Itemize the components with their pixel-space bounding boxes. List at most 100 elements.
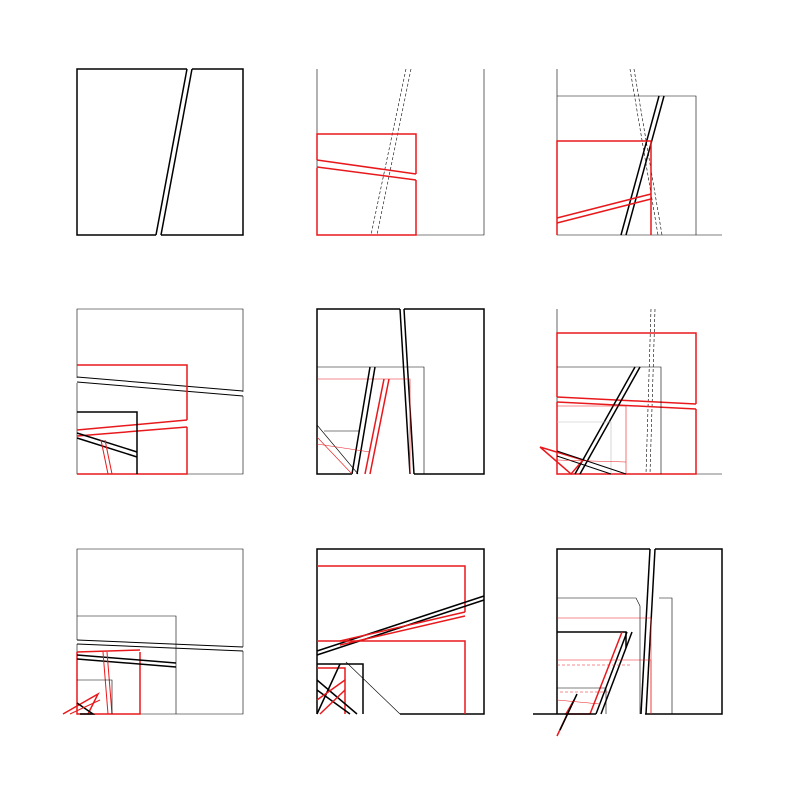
panel-6-red-triangle	[539, 446, 585, 476]
panel-9-inner-box	[557, 597, 641, 714]
panel-7-cut-a	[76, 639, 244, 648]
panel-3-cut-a	[620, 95, 660, 236]
panel-2-red-cut-b	[316, 166, 417, 181]
panel-9-black-cut-a	[595, 631, 628, 715]
panel-2-cut-a	[370, 68, 407, 236]
panel-7-cut-c	[76, 654, 177, 664]
panel-4-red-box	[77, 364, 188, 420]
panel-8-red-x-a	[316, 679, 346, 701]
panel-9-outer-left	[556, 548, 650, 714]
panel-8-diag-a	[316, 595, 485, 652]
panel-8	[316, 548, 485, 715]
panel-7-red-cut-a	[76, 649, 141, 653]
panel-1-cut-a	[155, 68, 188, 236]
panel-5-cut-b	[403, 308, 415, 475]
panel-6-dash-a	[645, 308, 652, 475]
panel-7-small-box	[77, 679, 113, 714]
panel-7-cut-b	[76, 643, 244, 652]
panel-6-mid-cut-b	[579, 366, 641, 475]
panel-8-red-cut-a	[339, 611, 466, 642]
panel-3-red-cut-b	[556, 198, 652, 224]
panel-6-mid-box	[557, 366, 662, 474]
panel-6-red-cut-a	[556, 396, 697, 405]
panel-4-red-cut-b	[76, 426, 188, 437]
panel-7-red-arrow	[62, 692, 100, 715]
panel-9	[533, 548, 723, 737]
panel-1	[76, 68, 244, 236]
panel-7-box-a	[77, 615, 177, 714]
panel-4-red-cut-a	[76, 419, 188, 431]
panel-7-black-arrow	[76, 702, 96, 715]
panel-6-red-big-box	[556, 332, 697, 404]
panel-6-cross-b	[556, 455, 612, 475]
panel-6-mid-cut-a	[574, 366, 636, 475]
panel-5-mid-cut-a	[351, 366, 371, 475]
panel-5-red-mid-cut-b	[369, 378, 390, 475]
panel-9-cut-b	[645, 548, 656, 715]
panel-5-cut-a	[399, 308, 411, 475]
panel-4-small-cut-a	[76, 432, 138, 453]
panel-8-red-big	[317, 565, 466, 612]
panel-3-dash-cut-b	[633, 68, 663, 236]
panel-4-red-sliver-b	[104, 439, 113, 475]
panel-2-outer-left	[316, 69, 371, 236]
panel-8-red-mid	[317, 640, 466, 714]
panel-2-cut-b	[376, 68, 412, 236]
panel-5-thin-diag-a	[316, 424, 359, 475]
panel-8-small-box	[317, 663, 364, 714]
panel-3-red-cut-a	[556, 193, 652, 219]
panel-4-small-box	[77, 411, 138, 474]
panel-5-mid-cut-b	[356, 366, 376, 475]
panel-8-red-small	[317, 667, 346, 714]
panel-8-red-cut-b	[339, 615, 466, 646]
panel-6-red-cut-b	[556, 401, 697, 410]
panel-6-red-cross	[556, 459, 627, 463]
panel-9-outer-right	[645, 548, 723, 715]
panel-1-cut-b	[160, 68, 193, 236]
panel-7-cut-d	[76, 658, 177, 668]
panel-3-dash-cut-a	[629, 68, 659, 236]
panel-5-outer-left	[316, 308, 400, 475]
panel-5	[316, 308, 485, 475]
panel-2-red-cut-a	[316, 159, 417, 175]
panel-9-red-mid	[557, 659, 652, 714]
panel-4-cut-b	[76, 381, 244, 397]
panel-9-red-thin	[556, 699, 601, 705]
panel-5-red-frame	[317, 378, 411, 474]
panel-2	[316, 68, 485, 236]
panel-7-red-sliver-b	[106, 651, 113, 715]
panel-6-cross-a	[556, 450, 627, 475]
panel-9-small-box	[557, 687, 607, 714]
panel-5-red-mid-cut-a	[364, 378, 385, 475]
panel-9-red-cut-a	[589, 631, 623, 715]
panel-7-red-diag	[69, 699, 101, 715]
panel-7	[62, 548, 244, 715]
panel-5-outer-right	[404, 308, 485, 475]
panel-5-red-thin-cross	[316, 443, 371, 453]
panel-2-red-upper	[316, 133, 417, 174]
panel-6	[539, 308, 722, 476]
panel-3	[556, 68, 722, 236]
panel-8-red-x-b	[319, 689, 346, 715]
panel-7-red-box	[76, 652, 141, 715]
panel-6-red-small-box	[557, 405, 627, 474]
panel-3-red-box	[556, 140, 652, 235]
panel-7-red-sliver-a	[102, 651, 109, 715]
panel-1-left-piece	[76, 68, 187, 236]
panel-7-outer-lower	[76, 644, 244, 715]
panel-9-cut-a	[640, 548, 651, 715]
panel-2-outer-right	[378, 69, 485, 236]
panel-4-red-sliver-a	[100, 439, 109, 475]
panel-8-outer	[316, 548, 485, 715]
panel-5-inner-frame	[317, 366, 425, 474]
panel-1-right-piece	[161, 68, 244, 236]
panel-9-red-arrow	[556, 699, 590, 737]
panel-8-x-c	[316, 663, 341, 715]
panel-4-cut-a	[76, 376, 244, 392]
panel-9-inner-box-b	[659, 597, 673, 714]
panel-6-gray-box	[557, 421, 612, 474]
panel-5-red-thin-diag	[316, 436, 353, 475]
panel-4	[76, 308, 244, 475]
panel-3-cut-b	[625, 95, 665, 236]
